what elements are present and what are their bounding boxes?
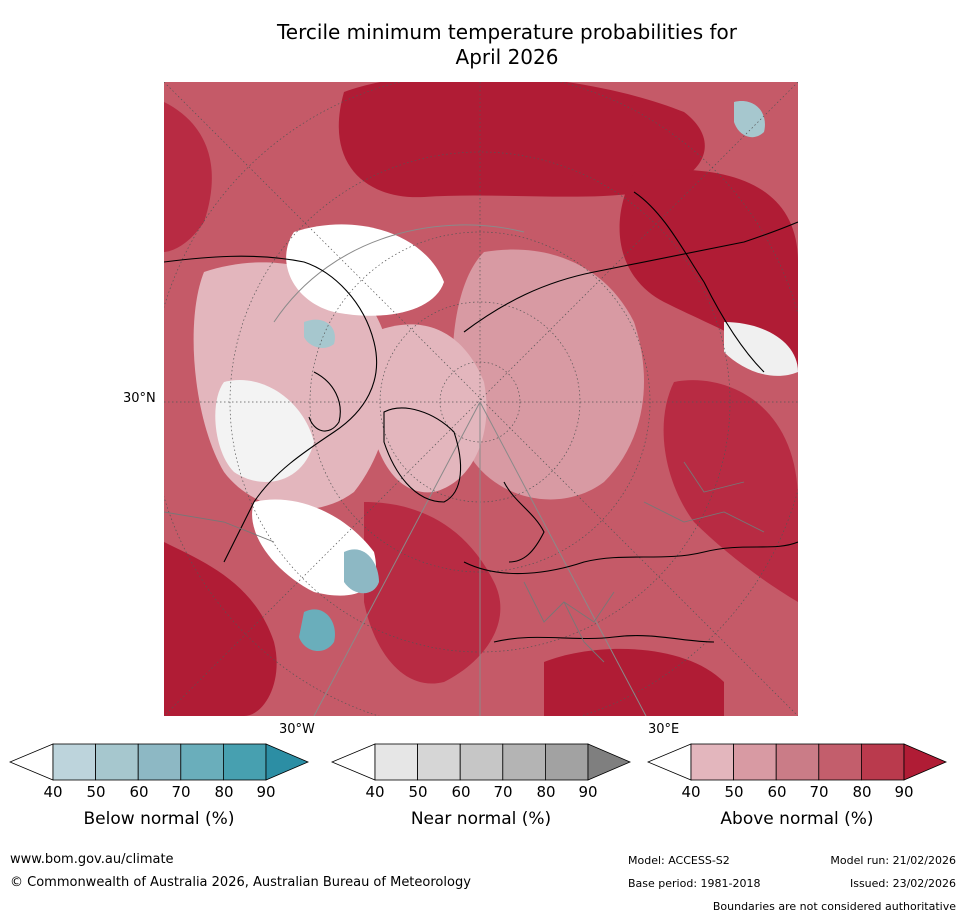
coast-north-america — [164, 255, 378, 563]
region-below-atlantic — [299, 609, 335, 652]
colorbar-swatch — [459, 743, 504, 781]
coast-hudson — [308, 371, 341, 432]
colorbar-near-normal: 40 50 60 70 80 90 Near normal (%) — [330, 743, 632, 829]
tick: 80 — [214, 783, 234, 801]
colorbar-swatch — [733, 743, 777, 781]
region-below-arctic — [304, 319, 335, 348]
colorbar-swatch — [52, 743, 96, 781]
probability-map — [164, 82, 798, 716]
colorbar-above-normal: 40 50 60 70 80 90 Above normal (%) — [646, 743, 948, 829]
coast-asia-east — [633, 191, 765, 373]
region-below-north — [734, 101, 765, 138]
colorbar-swatch — [222, 743, 267, 781]
colorbar-below-label: Below normal (%) — [83, 809, 235, 829]
colorbar-above-label: Above normal (%) — [720, 809, 874, 829]
tick: 90 — [256, 783, 276, 801]
tick: 40 — [43, 783, 63, 801]
coast-greenland — [383, 407, 462, 503]
lon-label-30e: 30°E — [648, 722, 680, 737]
lon-label-30w: 30°W — [279, 722, 315, 737]
tick: 70 — [493, 783, 513, 801]
chart-title: Tercile minimum temperature probabilitie… — [207, 20, 807, 70]
colorbar-swatch — [180, 743, 224, 781]
region-arctic-white — [286, 224, 444, 316]
tick: 90 — [578, 783, 598, 801]
coastlines — [164, 191, 798, 643]
tick: 80 — [852, 783, 872, 801]
tick: 90 — [894, 783, 914, 801]
tick: 70 — [171, 783, 191, 801]
tick: 50 — [86, 783, 106, 801]
region-southwest-high — [164, 542, 277, 716]
tick: 70 — [809, 783, 829, 801]
tick: 80 — [536, 783, 556, 801]
colorbar-extend-low — [646, 743, 692, 781]
colorbar-swatch — [690, 743, 734, 781]
tick: 60 — [767, 783, 787, 801]
title-line-1: Tercile minimum temperature probabilitie… — [276, 20, 738, 44]
tick: 60 — [129, 783, 149, 801]
colorbar-near-swatches — [330, 743, 632, 781]
footer-disclaimer: Boundaries are not considered authoritat… — [712, 900, 956, 913]
colorbar-above-swatches — [646, 743, 948, 781]
footer-copyright: © Commonwealth of Australia 2026, Austra… — [10, 875, 471, 890]
colorbar-extend-low — [330, 743, 376, 781]
region-below-canada — [344, 549, 379, 594]
coast-europe — [463, 541, 798, 575]
colorbar-near-label: Near normal (%) — [410, 809, 552, 829]
colorbar-extend-high — [587, 743, 632, 781]
tick: 50 — [408, 783, 428, 801]
coast-eurasia — [463, 221, 798, 333]
colorbar-swatch — [374, 743, 418, 781]
colorbar-swatch — [818, 743, 862, 781]
colorbar-swatch — [417, 743, 461, 781]
colorbar-extend-low — [8, 743, 54, 781]
region-north-pacific-high — [338, 82, 705, 198]
map-svg — [164, 82, 798, 716]
title-line-2: April 2026 — [455, 45, 559, 69]
footer-model-run: Model run: 21/02/2026 — [830, 854, 956, 867]
colorbar-extend-high — [903, 743, 948, 781]
footer-model: Model: ACCESS-S2 — [628, 854, 730, 867]
coast-scandinavia — [503, 481, 545, 563]
region-asia-white — [724, 322, 798, 376]
colorbar-below-swatches — [8, 743, 310, 781]
region-west-high — [164, 102, 212, 252]
colorbar-swatch — [502, 743, 546, 781]
tick: 60 — [451, 783, 471, 801]
region-arctic-light — [369, 324, 487, 493]
reference-lines — [273, 224, 647, 716]
colorbar-swatch — [775, 743, 820, 781]
tick: 50 — [724, 783, 744, 801]
colorbar-below-normal: 40 50 60 70 80 90 Below normal (%) — [8, 743, 310, 829]
colorbar-swatch — [860, 743, 905, 781]
footer-url[interactable]: www.bom.gov.au/climate — [10, 852, 174, 867]
tick: 40 — [365, 783, 385, 801]
footer-base-period: Base period: 1981-2018 — [628, 877, 761, 890]
coast-mediterranean — [493, 635, 715, 643]
colorbar-swatch — [544, 743, 589, 781]
tick: 40 — [681, 783, 701, 801]
colorbar-extend-high — [265, 743, 310, 781]
footer-issued: Issued: 23/02/2026 — [849, 877, 956, 890]
colorbar-swatch — [137, 743, 182, 781]
colorbar-swatch — [95, 743, 139, 781]
region-canada-white — [215, 380, 314, 482]
borders — [164, 461, 765, 663]
lat-label-30n: 30°N — [123, 391, 156, 406]
region-europe-light — [452, 249, 644, 500]
region-siberia-high — [619, 169, 798, 372]
